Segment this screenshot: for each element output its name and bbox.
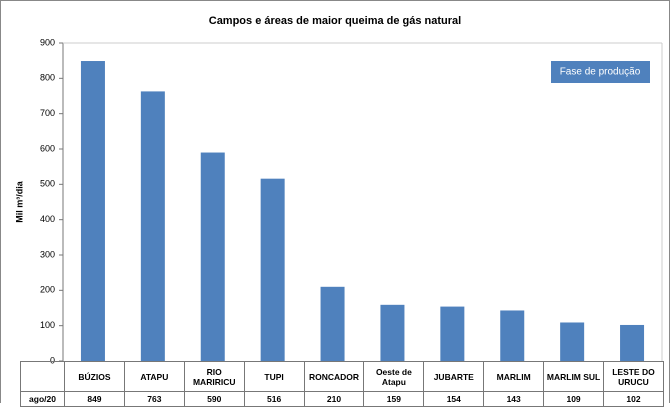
table-cell: 109 — [543, 391, 605, 407]
table-cell: 590 — [183, 391, 245, 407]
y-tick-label: 0 — [50, 355, 55, 365]
annotation-box — [551, 61, 650, 83]
bar — [500, 310, 525, 361]
chart-title: Campos e áreas de maior queima de gás na… — [209, 15, 461, 27]
table-corner — [20, 361, 65, 392]
table-cell: 210 — [303, 391, 365, 407]
table-cell: 763 — [123, 391, 185, 407]
y-tick-label: 300 — [40, 249, 55, 259]
table-cell: LESTE DO URUCU — [603, 361, 664, 392]
annotation: Fase de produção — [560, 67, 641, 78]
table-cell: 849 — [64, 391, 125, 407]
y-tick-label: 800 — [40, 73, 55, 83]
y-tick-label: 600 — [40, 143, 55, 153]
table-cell: ATAPU — [123, 361, 185, 392]
y-tick-label: 700 — [40, 108, 55, 118]
y-tick-label: 900 — [40, 37, 55, 47]
table-cell: 102 — [603, 391, 664, 407]
bar — [320, 286, 345, 361]
bar — [80, 61, 105, 362]
table-cell: 159 — [363, 391, 425, 407]
table-cell: MARLIM SUL — [543, 361, 605, 392]
bar — [440, 306, 465, 361]
table-cell: 516 — [243, 391, 305, 407]
table-cell: TUPI — [243, 361, 305, 392]
y-tick-label: 100 — [40, 320, 55, 330]
bar — [560, 322, 585, 361]
table-cell: 143 — [483, 391, 545, 407]
y-tick-label: 500 — [40, 179, 55, 189]
table-cell: RIO MARIRICU — [183, 361, 245, 392]
table-cell: RONCADOR — [303, 361, 365, 392]
bar — [200, 152, 225, 361]
bar — [620, 324, 645, 361]
data-table: BÚZIOS ATAPU RIO MARIRICU TUPI RONCADOR Oeste… — [20, 361, 664, 407]
table-cell: BÚZIOS — [64, 361, 125, 392]
y-axis-label: Mil m³/dia — [14, 180, 24, 222]
table-cell: JUBARTE — [423, 361, 485, 392]
bar — [380, 304, 405, 361]
y-tick-label: 400 — [40, 214, 55, 224]
table-cell: MARLIM — [483, 361, 545, 392]
table-cell: Oeste de Atapu — [363, 361, 425, 392]
table-cell: 154 — [423, 391, 485, 407]
table-cell: ago/20 — [20, 391, 65, 407]
y-tick-label: 200 — [40, 285, 55, 295]
bar — [260, 178, 285, 361]
table-row: ago/20 849 763 590 516 210 159 154 143 109 102 — [20, 391, 664, 407]
table-row: BÚZIOS ATAPU RIO MARIRICU TUPI RONCADOR Oeste… — [20, 361, 664, 392]
bar — [140, 91, 165, 361]
